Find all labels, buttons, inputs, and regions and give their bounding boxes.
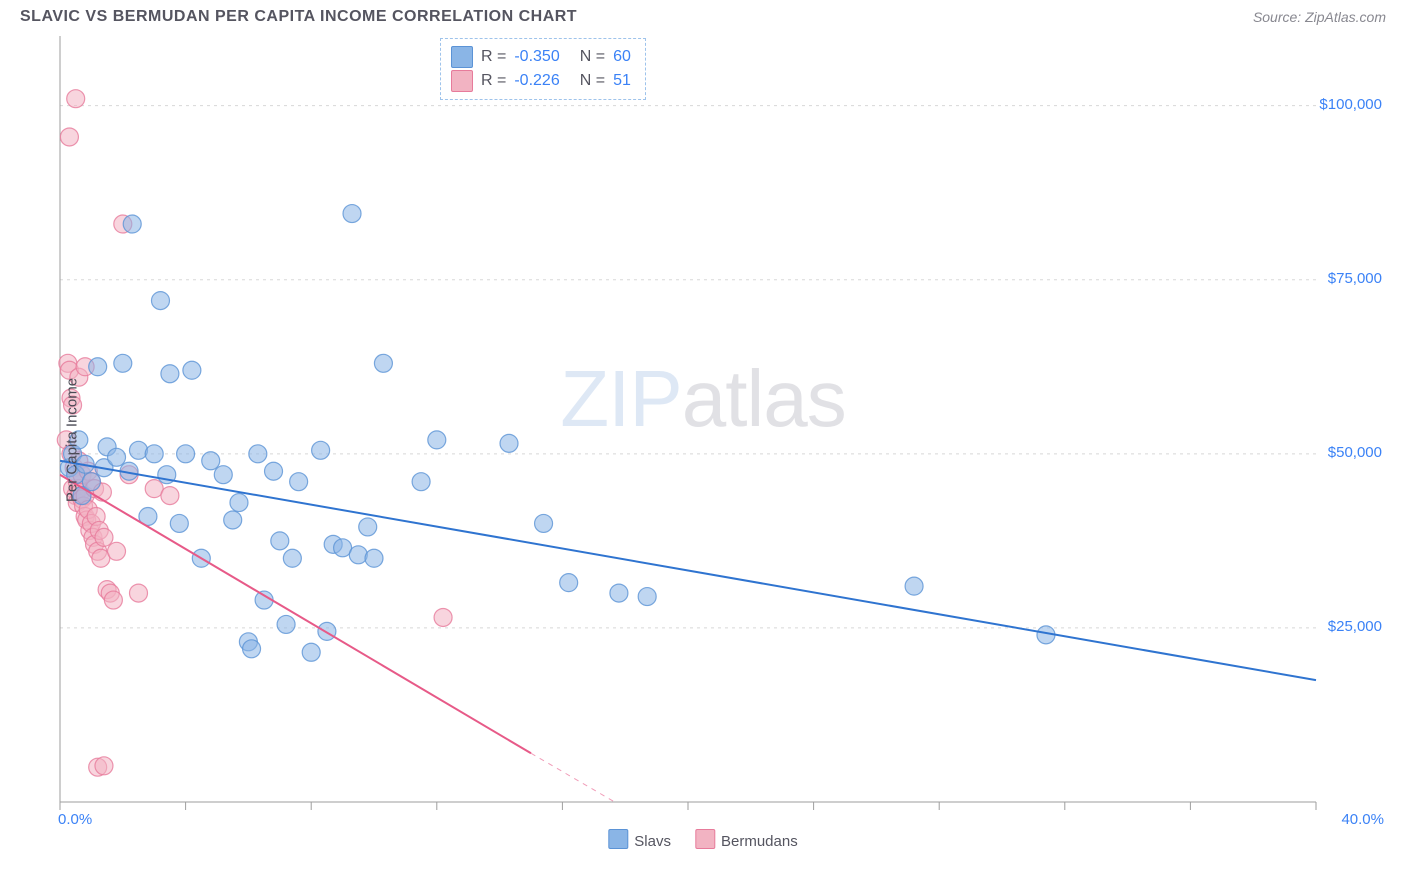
- source-label: Source: ZipAtlas.com: [1253, 9, 1386, 25]
- y-axis-label: Per Capita Income: [64, 378, 81, 502]
- legend-swatch: [451, 70, 473, 92]
- legend-swatch: [608, 829, 628, 849]
- legend-item: Bermudans: [695, 829, 798, 850]
- y-tick-label: $50,000: [1328, 444, 1382, 461]
- legend-row: R = -0.350N = 60: [451, 45, 631, 69]
- x-axis-max: 40.0%: [1341, 811, 1384, 828]
- series-legend: Slavs Bermudans: [608, 829, 797, 850]
- y-tick-label: $25,000: [1328, 618, 1382, 635]
- legend-swatch: [451, 46, 473, 68]
- chart-title: SLAVIC VS BERMUDAN PER CAPITA INCOME COR…: [20, 8, 577, 26]
- legend-swatch: [695, 829, 715, 849]
- x-axis-min: 0.0%: [58, 811, 92, 828]
- correlation-legend: R = -0.350N = 60R = -0.226N = 51: [440, 38, 646, 100]
- chart-area: Per Capita Income ZIPatlas R = -0.350N =…: [20, 30, 1386, 850]
- y-tick-label: $75,000: [1328, 270, 1382, 287]
- legend-item: Slavs: [608, 829, 671, 850]
- scatter-plot: [20, 30, 1386, 850]
- y-tick-label: $100,000: [1319, 96, 1382, 113]
- legend-row: R = -0.226N = 51: [451, 69, 631, 93]
